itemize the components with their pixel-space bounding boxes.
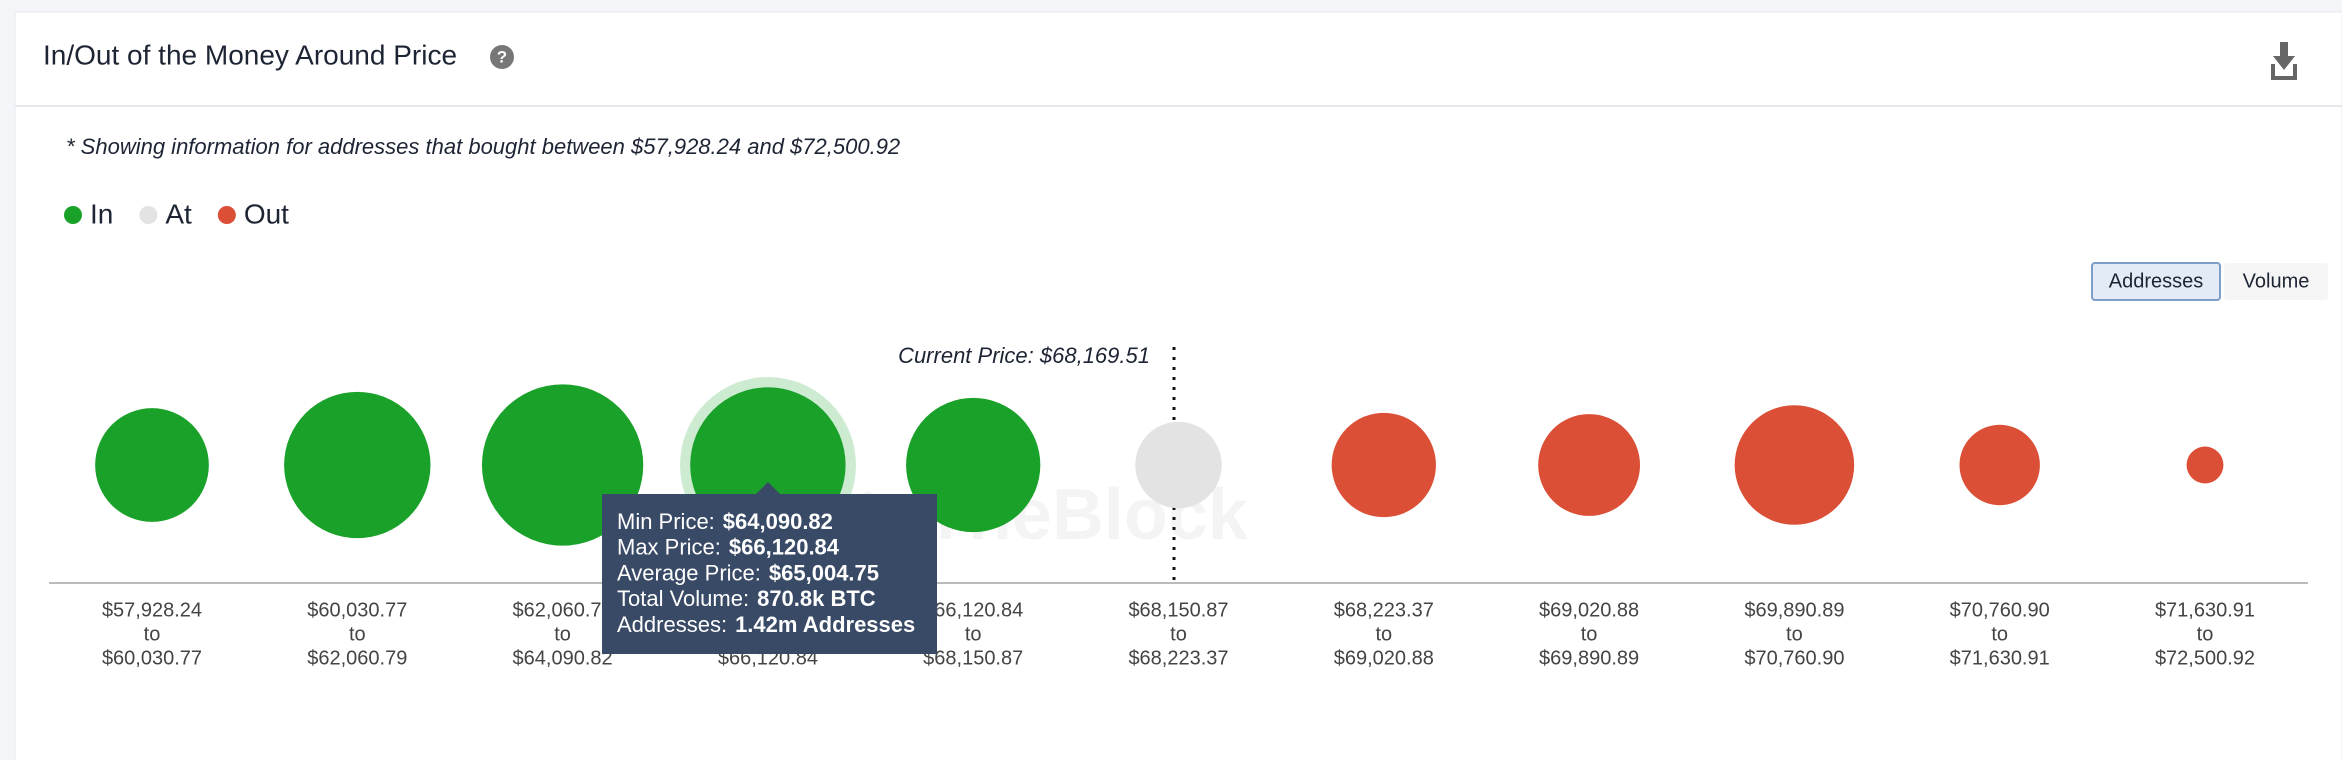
range-joiner: to	[1581, 623, 1598, 645]
range-from: $69,020.88	[1539, 599, 1639, 621]
download-icon[interactable]	[2271, 42, 2297, 80]
range-from: $70,760.90	[1950, 599, 2050, 621]
legend-label: At	[165, 198, 192, 229]
help-icon[interactable]: ?	[490, 45, 514, 69]
range-to: $69,020.88	[1334, 647, 1434, 669]
bubble	[2186, 446, 2224, 484]
range-to: $60,030.77	[102, 647, 202, 669]
tooltip-value: 1.42m Addresses	[735, 612, 915, 637]
range-to: $68,223.37	[1128, 647, 1228, 669]
range-from: $66,120.84	[923, 599, 1023, 621]
range-to: $62,060.79	[307, 647, 407, 669]
legend: In At Out	[64, 198, 289, 229]
current-price-label: Current Price: $68,169.51	[898, 343, 1150, 368]
toggle-addresses-label[interactable]: Addresses	[2109, 270, 2204, 292]
tooltip-value: 870.8k BTC	[757, 586, 876, 611]
tooltip-row: Min Price: $64,090.82	[617, 509, 833, 534]
tooltip-value: $64,090.82	[723, 509, 833, 534]
tooltip-label: Max Price:	[617, 535, 721, 560]
tooltip-box	[602, 482, 937, 654]
range-joiner: to	[144, 623, 161, 645]
svg-text:?: ?	[497, 47, 507, 66]
range-joiner: to	[349, 623, 366, 645]
range-from: $57,928.24	[102, 599, 202, 621]
tooltip-label: Min Price:	[617, 509, 715, 534]
range-joiner: to	[1786, 623, 1803, 645]
tooltip-row: Average Price: $65,004.75	[617, 560, 879, 585]
range-joiner: to	[1991, 623, 2008, 645]
bubble	[1734, 405, 1855, 525]
bubble	[95, 408, 209, 522]
range-joiner: to	[965, 623, 982, 645]
card	[14, 11, 2342, 760]
range-from: $68,223.37	[1334, 599, 1434, 621]
note: * Showing information for addresses that…	[66, 134, 900, 159]
tooltip-row: Total Volume: 870.8k BTC	[617, 586, 876, 611]
range-to: $72,500.92	[2155, 647, 2255, 669]
bubble	[906, 397, 1041, 533]
bubble	[1538, 414, 1641, 516]
range-joiner: to	[554, 623, 571, 645]
range-to: $70,760.90	[1744, 647, 1844, 669]
tooltip-value: $65,004.75	[769, 560, 879, 585]
tooltip-label: Average Price:	[617, 560, 761, 585]
bubble	[1135, 421, 1222, 509]
bubble	[1959, 424, 2040, 506]
legend-dot	[217, 206, 236, 224]
bubble	[1331, 412, 1436, 518]
range-to: $64,090.82	[513, 647, 613, 669]
range-joiner: to	[1375, 623, 1392, 645]
range-joiner: to	[1170, 623, 1187, 645]
range-to: $69,890.89	[1539, 647, 1639, 669]
legend-dot	[139, 206, 158, 224]
toggle-volume[interactable]	[2224, 263, 2328, 300]
toggle-volume-label[interactable]: Volume	[2243, 270, 2310, 292]
range-to: $71,630.91	[1950, 647, 2050, 669]
range-from: $68,150.87	[1128, 599, 1228, 621]
range-from: $71,630.91	[2155, 599, 2255, 621]
tooltip-row: Addresses: 1.42m Addresses	[617, 612, 915, 637]
legend-dot	[64, 206, 82, 224]
tooltip-row: Max Price: $66,120.84	[617, 535, 840, 560]
range-from: $62,060.79	[513, 599, 613, 621]
legend-label: In	[90, 198, 113, 229]
range-to: $68,150.87	[923, 647, 1023, 669]
range-from: $60,030.77	[307, 599, 407, 621]
toggle-addresses[interactable]	[2091, 262, 2221, 301]
tooltip-label: Addresses:	[617, 612, 727, 637]
bubble	[284, 391, 431, 539]
tooltip-label: Total Volume:	[617, 586, 749, 611]
range-from: $69,890.89	[1744, 599, 1844, 621]
legend-label: Out	[244, 198, 289, 229]
title: In/Out of the Money Around Price	[43, 39, 457, 70]
tooltip-value: $66,120.84	[729, 535, 840, 560]
range-joiner: to	[2197, 623, 2214, 645]
